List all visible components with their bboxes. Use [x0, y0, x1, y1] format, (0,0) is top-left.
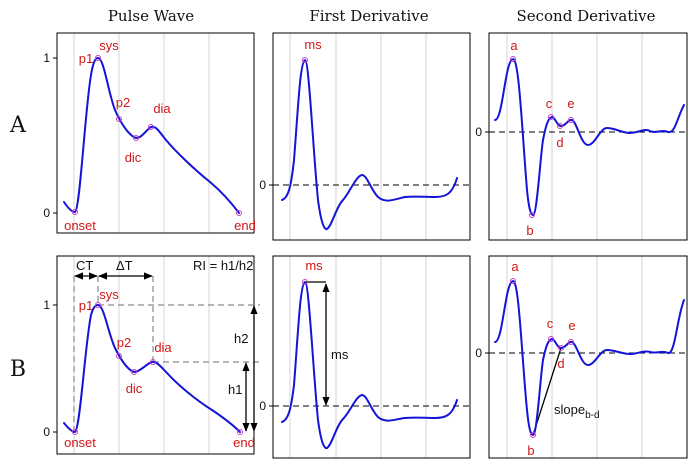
tick-one: 1	[43, 298, 50, 312]
grid	[506, 33, 643, 240]
grid	[506, 256, 643, 458]
label-b: b	[527, 443, 534, 458]
slope-line	[532, 347, 562, 436]
label-p1: p1	[79, 298, 93, 313]
label-a: a	[510, 38, 518, 53]
grid	[73, 33, 210, 233]
grid	[289, 33, 427, 240]
label-e: e	[568, 318, 575, 333]
pulse-wave-curve	[63, 57, 240, 214]
label-c: c	[547, 316, 554, 331]
label-p1: p1	[79, 51, 93, 66]
ms-annotation: ms	[331, 347, 349, 362]
label-onset: onset	[64, 435, 96, 450]
panel-pulse-a: 1 0 p1 sys p2 dia dic onset end	[43, 32, 256, 234]
label-e: e	[567, 96, 574, 111]
tick-zero: 0	[475, 125, 482, 139]
panel-second-derivative-a: 0 a b c d e	[475, 32, 688, 241]
title-first-derivative: First Derivative	[309, 7, 428, 25]
label-end: end	[234, 218, 256, 233]
row-label-a: A	[9, 113, 27, 138]
panel-frame	[488, 32, 688, 241]
label-onset: onset	[64, 218, 96, 233]
panel-pulse-b: 1 0 CT ΔT RI = h1/h2 h2 h1 p1 sys p2 dia…	[43, 255, 260, 455]
row-label-b: B	[10, 357, 26, 382]
label-ms: ms	[305, 258, 323, 273]
first-derivative-curve	[281, 281, 458, 450]
grid	[73, 256, 210, 454]
label-sys: sys	[99, 38, 119, 53]
label-p2: p2	[116, 95, 130, 110]
slope-label: slopeb-d	[554, 402, 600, 421]
title-pulse-wave: Pulse Wave	[108, 7, 194, 25]
panel-second-derivative-b: 0 slopeb-d a b c d e	[475, 255, 688, 459]
pulse-wave-curve	[63, 304, 241, 433]
second-derivative-curve	[494, 279, 685, 436]
title-second-derivative: Second Derivative	[516, 7, 655, 25]
tick-zero: 0	[43, 425, 50, 439]
panel-frame	[56, 32, 255, 234]
panel-frame	[488, 255, 688, 459]
panel-frame	[272, 32, 471, 241]
label-a: a	[511, 259, 519, 274]
delta-t-label: ΔT	[116, 258, 133, 273]
ct-label: CT	[76, 258, 93, 273]
label-b: b	[526, 223, 533, 238]
label-d: d	[556, 135, 563, 150]
tick-zero: 0	[259, 399, 266, 413]
ri-label: RI = h1/h2	[193, 258, 253, 273]
panel-frame	[272, 255, 471, 459]
label-dia: dia	[153, 101, 171, 116]
tick-zero: 0	[475, 346, 482, 360]
label-ms: ms	[304, 37, 322, 52]
label-dia: dia	[154, 340, 172, 355]
first-derivative-curve	[281, 59, 458, 231]
label-end: end	[233, 435, 255, 450]
label-p2: p2	[117, 335, 131, 350]
h2-label: h2	[234, 331, 248, 346]
h1-label: h1	[228, 382, 242, 397]
tick-zero: 0	[259, 178, 266, 192]
label-c: c	[546, 96, 553, 111]
second-derivative-curve	[494, 57, 685, 216]
panel-first-derivative-b: 0 ms ms	[259, 255, 471, 459]
label-dic: dic	[125, 150, 142, 165]
label-sys: sys	[99, 287, 119, 302]
label-d: d	[557, 356, 564, 371]
grid	[289, 256, 427, 458]
label-dic: dic	[126, 381, 143, 396]
tick-one: 1	[43, 51, 50, 65]
panel-first-derivative-a: 0 ms	[259, 32, 471, 241]
tick-zero: 0	[43, 206, 50, 220]
